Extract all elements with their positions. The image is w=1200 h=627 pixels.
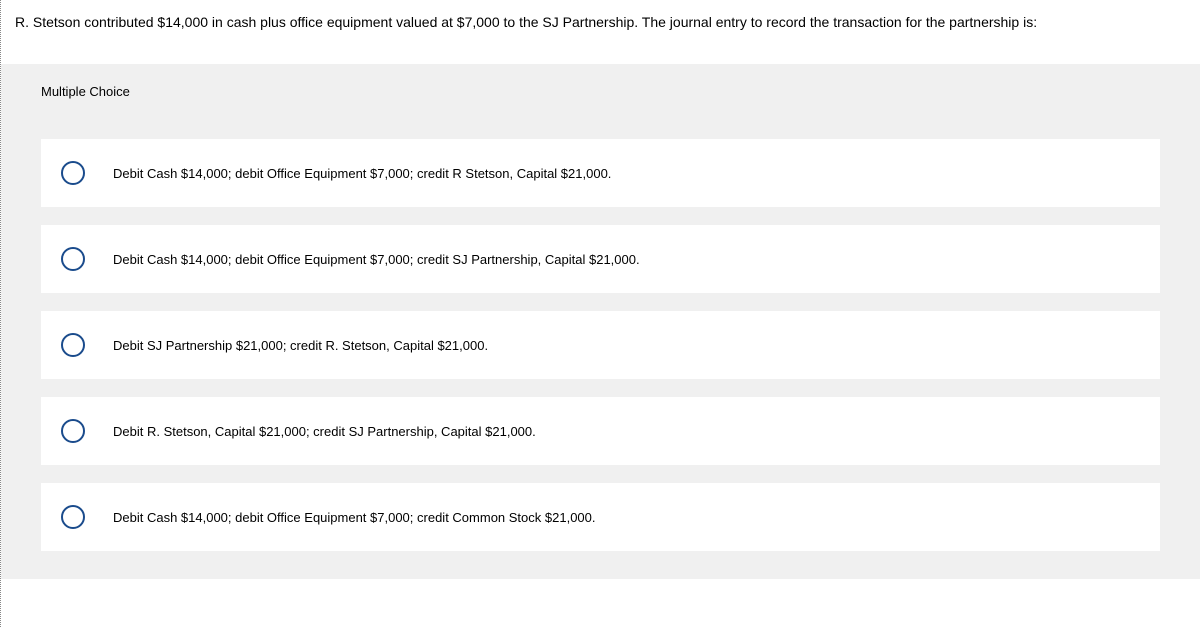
option-row[interactable]: Debit SJ Partnership $21,000; credit R. … bbox=[41, 311, 1160, 379]
option-text: Debit SJ Partnership $21,000; credit R. … bbox=[113, 338, 488, 353]
option-text: Debit Cash $14,000; debit Office Equipme… bbox=[113, 252, 640, 267]
options-area: Debit Cash $14,000; debit Office Equipme… bbox=[1, 119, 1200, 579]
option-row[interactable]: Debit Cash $14,000; debit Office Equipme… bbox=[41, 483, 1160, 551]
option-row[interactable]: Debit R. Stetson, Capital $21,000; credi… bbox=[41, 397, 1160, 465]
radio-icon[interactable] bbox=[61, 419, 85, 443]
multiple-choice-label: Multiple Choice bbox=[1, 64, 1200, 119]
question-container: R. Stetson contributed $14,000 in cash p… bbox=[0, 0, 1200, 627]
option-text: Debit R. Stetson, Capital $21,000; credi… bbox=[113, 424, 536, 439]
question-text: R. Stetson contributed $14,000 in cash p… bbox=[1, 0, 1200, 44]
radio-icon[interactable] bbox=[61, 333, 85, 357]
radio-icon[interactable] bbox=[61, 247, 85, 271]
radio-icon[interactable] bbox=[61, 161, 85, 185]
option-row[interactable]: Debit Cash $14,000; debit Office Equipme… bbox=[41, 139, 1160, 207]
option-text: Debit Cash $14,000; debit Office Equipme… bbox=[113, 166, 611, 181]
radio-icon[interactable] bbox=[61, 505, 85, 529]
option-row[interactable]: Debit Cash $14,000; debit Office Equipme… bbox=[41, 225, 1160, 293]
option-text: Debit Cash $14,000; debit Office Equipme… bbox=[113, 510, 596, 525]
